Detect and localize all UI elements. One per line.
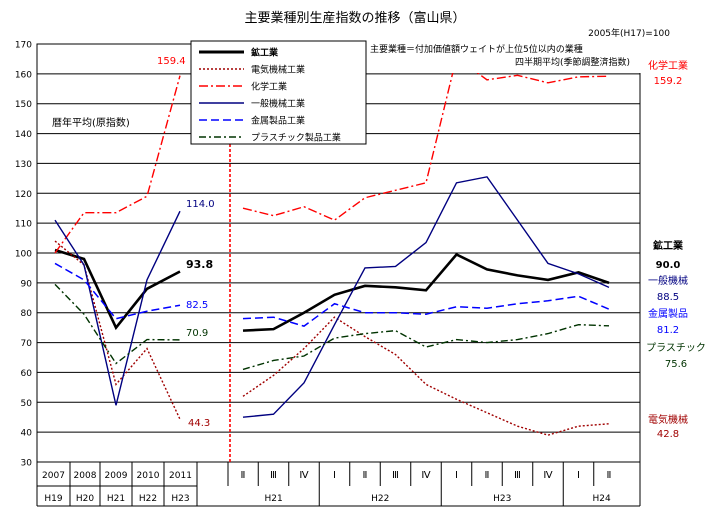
x-quarter-12: Ⅱ — [607, 470, 612, 481]
end-label-electric: 42.8 — [657, 429, 679, 440]
x-quarter-5: Ⅲ — [392, 470, 399, 481]
y-tick-80: 80 — [21, 309, 33, 319]
series-metal — [54, 262, 610, 327]
series-general — [54, 176, 610, 418]
x-quarter-4: Ⅱ — [363, 470, 368, 481]
series-mining — [54, 248, 610, 332]
annual-label-chemical: 159.4 — [157, 56, 186, 67]
y-tick-70: 70 — [21, 339, 33, 349]
annual-label-general: 114.0 — [186, 199, 215, 210]
series-general-annual-line — [54, 210, 181, 406]
legend-label-electric: 電気機械工業 — [251, 64, 305, 76]
y-tick-60: 60 — [21, 369, 33, 379]
end-name-plastic: プラスチック — [646, 342, 706, 354]
series-plastic — [54, 283, 610, 371]
chart-title: 主要業種別生産指数の推移（富山県） — [244, 10, 465, 26]
end-name-mining: 鉱工業 — [653, 239, 684, 252]
x-year-2009: 2009 — [105, 471, 128, 481]
legend-label-chemical: 化学工業 — [251, 81, 287, 93]
x-quarter-6: Ⅳ — [421, 470, 431, 481]
x-axis: 2007 H19 2008 H20 2009 H21 2010 H22 2011 H23 Ⅱ Ⅲ Ⅳ Ⅰ Ⅱ… — [36, 462, 641, 507]
legend-box — [190, 40, 367, 145]
series-electric-quarterly-line — [242, 316, 610, 436]
x-group-H22: H22 — [371, 494, 389, 504]
end-name-electric: 電気機械 — [648, 413, 688, 426]
x-group-H21: H21 — [265, 494, 283, 504]
major-industry-note: 主要業種＝付加価値額ウェイトが上位5位以内の業種 — [370, 43, 583, 55]
legend-label-plastic: プラスチック製品工業 — [251, 132, 341, 144]
y-tick-50: 50 — [21, 399, 33, 409]
y-tick-140: 140 — [15, 130, 32, 140]
y-tick-120: 120 — [15, 190, 32, 200]
y-tick-110: 110 — [15, 220, 32, 230]
y-tick-150: 150 — [15, 100, 32, 110]
y-tick-30: 30 — [21, 459, 33, 469]
x-group-H23: H23 — [493, 494, 511, 504]
x-quarter-3: Ⅰ — [333, 470, 336, 481]
x-quarter-11: Ⅰ — [577, 470, 580, 481]
major-note-box — [366, 41, 643, 73]
x-year-2008: 2008 — [74, 471, 97, 481]
data-labels: 93.8 鉱工業 90.0 44.3 電気機械 42.8 159.4 化学工業 159.2 114… — [157, 56, 706, 440]
series-chemical — [54, 56, 610, 254]
legend-label-mining: 鉱工業 — [251, 47, 279, 59]
y-tick-170: 170 — [15, 41, 32, 51]
x-era-H23: H23 — [171, 494, 189, 504]
annual-label-mining: 93.8 — [186, 258, 213, 271]
x-era-H22: H22 — [139, 494, 157, 504]
end-label-plastic: 75.6 — [665, 359, 687, 370]
end-label-general: 88.5 — [657, 292, 679, 303]
x-quarter-10: Ⅳ — [543, 470, 553, 481]
y-tick-160: 160 — [15, 70, 32, 80]
x-quarter-0: Ⅱ — [241, 470, 246, 481]
series-lines — [54, 56, 610, 436]
base-year-note: 2005年(H17)=100 — [588, 27, 670, 39]
x-quarter-9: Ⅲ — [514, 470, 521, 481]
x-era-H21: H21 — [107, 494, 125, 504]
series-mining-annual-line — [54, 248, 181, 331]
y-tick-40: 40 — [21, 429, 33, 439]
end-name-general: 一般機械 — [648, 274, 688, 287]
legend-label-metal: 金属製品工業 — [251, 115, 305, 127]
x-year-2011: 2011 — [169, 471, 192, 481]
x-year-2010: 2010 — [137, 471, 160, 481]
series-chemical-annual-line — [54, 75, 181, 254]
series-metal-quarterly-line — [242, 295, 610, 327]
end-name-chemical: 化学工業 — [648, 59, 688, 72]
end-label-mining: 90.0 — [656, 260, 681, 271]
quarterly-note: 四半期平均(季節調整済指数) — [515, 56, 630, 68]
x-year-2007: 2007 — [42, 471, 65, 481]
x-group-H24: H24 — [593, 494, 611, 504]
legend-label-general: 一般機械工業 — [251, 98, 305, 110]
annual-label-electric: 44.3 — [188, 418, 210, 429]
x-era-H20: H20 — [76, 494, 94, 504]
annual-label-metal: 82.5 — [186, 300, 208, 311]
end-label-chemical: 159.2 — [654, 76, 683, 87]
annual-label-plastic: 70.9 — [186, 328, 208, 339]
x-quarter-1: Ⅲ — [270, 470, 277, 481]
x-quarter-2: Ⅳ — [299, 470, 309, 481]
y-tick-90: 90 — [21, 279, 33, 289]
x-quarter-7: Ⅰ — [455, 470, 458, 481]
x-era-H19: H19 — [44, 494, 62, 504]
end-name-metal: 金属製品 — [648, 307, 688, 320]
x-quarter-8: Ⅱ — [485, 470, 490, 481]
annual-note: 暦年平均(原指数) — [52, 116, 130, 129]
y-tick-100: 100 — [15, 250, 32, 260]
end-label-metal: 81.2 — [657, 325, 679, 336]
series-metal-annual-line — [54, 262, 181, 320]
series-electric-annual-line — [54, 240, 181, 420]
series-general-quarterly-line — [242, 176, 610, 418]
y-axis: 30 40 50 60 70 80 90 100 110 120 130 140 150 160 170 — [15, 41, 32, 469]
y-tick-130: 130 — [15, 160, 32, 170]
